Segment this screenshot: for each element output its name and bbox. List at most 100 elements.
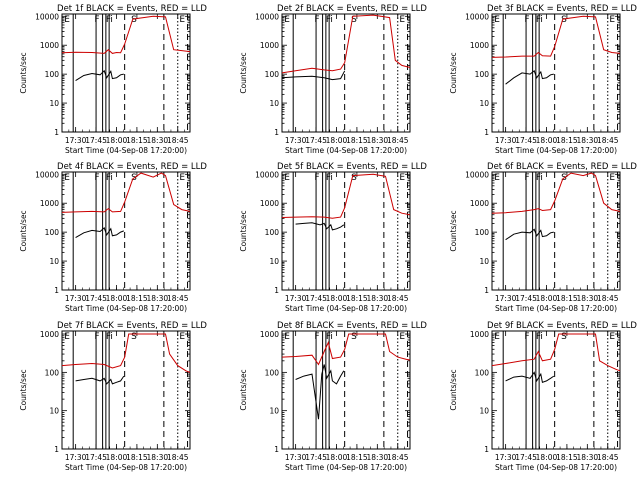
- y-tick-label: 10000: [35, 170, 59, 179]
- interval-marker-label: E: [609, 173, 615, 183]
- y-axis-label: Counts/sec: [19, 52, 28, 93]
- x-tick-label: 18:45: [597, 453, 619, 462]
- interval-marker-label: S: [351, 332, 357, 342]
- panel-title: Det 5f BLACK = Events, RED = LLD: [277, 162, 427, 172]
- x-tick-label: 18:00: [536, 453, 558, 462]
- interval-marker-label: S: [131, 15, 137, 25]
- x-tick-label: 17:45: [305, 136, 327, 145]
- interval-marker-label: E: [179, 173, 185, 183]
- lld-series-line: [61, 15, 191, 54]
- y-tick-label: 100: [45, 70, 60, 79]
- interval-marker-label: F: [314, 15, 319, 25]
- y-tick-label: 1000: [40, 330, 59, 339]
- interval-marker-label: E: [179, 332, 185, 342]
- events-series-line: [75, 227, 124, 239]
- x-tick-label: 17:30: [495, 453, 517, 462]
- detector-panel: Det 5f BLACK = Events, RED = LLD 1 10 100 10…: [239, 162, 427, 313]
- interval-marker-label: E: [399, 332, 405, 342]
- y-tick-label: 1000: [260, 330, 279, 339]
- interval-marker-label: E: [284, 15, 290, 25]
- x-tick-label: 18:00: [326, 453, 348, 462]
- x-tick-label: 17:45: [515, 294, 537, 303]
- plot-frame: [281, 171, 411, 291]
- interval-marker-label: Fi: [326, 15, 333, 25]
- x-tick-label: 18:45: [167, 294, 189, 303]
- x-tick-label: 18:00: [326, 294, 348, 303]
- lld-series-line: [491, 333, 621, 372]
- x-axis-label: Start Time (04-Sep-08 17:20:00): [65, 463, 187, 472]
- y-tick-label: 1000: [260, 41, 279, 50]
- interval-marker-label: E: [284, 173, 290, 183]
- y-tick-label: 100: [475, 368, 490, 377]
- interval-marker-label: S: [131, 332, 137, 342]
- events-series-line: [75, 375, 125, 385]
- interval-marker-label: Fi: [106, 15, 113, 25]
- events-series-line: [505, 371, 555, 383]
- x-tick-label: 17:45: [85, 453, 107, 462]
- x-tick-label: 17:30: [495, 136, 517, 145]
- x-axis-label: Start Time (04-Sep-08 17:20:00): [495, 463, 617, 472]
- y-tick-label: 1: [274, 128, 279, 137]
- plot-frame: [61, 171, 191, 291]
- y-tick-label: 100: [265, 70, 280, 79]
- x-axis-label: Start Time (04-Sep-08 17:20:00): [65, 146, 187, 155]
- y-tick-label: 1000: [40, 199, 59, 208]
- y-axis-label: Counts/sec: [239, 210, 248, 251]
- y-tick-label: 10: [49, 99, 59, 108]
- y-tick-label: 10000: [35, 12, 59, 21]
- panel-title: Det 2f BLACK = Events, RED = LLD: [277, 4, 427, 14]
- interval-marker-label: E: [609, 15, 615, 25]
- detector-panel: Det 7f BLACK = Events, RED = LLD 1 10 100 10…: [19, 321, 207, 472]
- x-tick-label: 17:30: [285, 294, 307, 303]
- x-tick-label: 18:15: [556, 453, 578, 462]
- x-tick-label: 17:30: [65, 453, 87, 462]
- x-tick-label: 18:00: [536, 136, 558, 145]
- y-tick-label: 1000: [470, 41, 489, 50]
- x-tick-label: 18:00: [106, 136, 128, 145]
- x-axis-label: Start Time (04-Sep-08 17:20:00): [285, 304, 407, 313]
- interval-marker-label: F: [524, 332, 529, 342]
- interval-marker-label: Fi: [326, 173, 333, 183]
- x-tick-label: 18:45: [597, 294, 619, 303]
- plot-frame: [61, 13, 191, 133]
- y-axis-label: Counts/sec: [19, 369, 28, 410]
- y-axis-label: Counts/sec: [449, 210, 458, 251]
- x-tick-label: 18:15: [126, 453, 148, 462]
- events-series-line: [295, 222, 345, 231]
- x-tick-label: 17:45: [515, 136, 537, 145]
- x-tick-label: 18:45: [387, 136, 409, 145]
- x-tick-label: 18:15: [346, 136, 368, 145]
- y-tick-label: 100: [265, 368, 280, 377]
- y-tick-label: 10: [269, 257, 279, 266]
- interval-marker-label: E: [494, 173, 500, 183]
- x-tick-label: 17:45: [305, 453, 327, 462]
- x-tick-label: 18:15: [126, 136, 148, 145]
- interval-marker-label: E: [64, 332, 70, 342]
- interval-marker-label: E: [494, 332, 500, 342]
- interval-marker-label: F: [524, 15, 529, 25]
- plot-frame: [281, 330, 411, 450]
- x-tick-label: 18:30: [577, 136, 599, 145]
- y-axis-label: Counts/sec: [239, 369, 248, 410]
- panel-title: Det 4f BLACK = Events, RED = LLD: [57, 162, 207, 172]
- panel-title: Det 8f BLACK = Events, RED = LLD: [277, 321, 427, 331]
- x-tick-label: 18:45: [167, 453, 189, 462]
- y-tick-label: 10: [269, 99, 279, 108]
- interval-marker-label: E: [64, 173, 70, 183]
- x-tick-label: 18:30: [577, 294, 599, 303]
- x-axis-label: Start Time (04-Sep-08 17:20:00): [285, 146, 407, 155]
- y-tick-label: 10: [479, 407, 489, 416]
- interval-marker-label: E: [64, 15, 70, 25]
- y-tick-label: 1: [54, 128, 59, 137]
- x-tick-label: 18:45: [387, 453, 409, 462]
- y-axis-label: Counts/sec: [449, 369, 458, 410]
- x-tick-label: 18:15: [556, 136, 578, 145]
- y-tick-label: 1000: [40, 41, 59, 50]
- interval-marker-label: F: [94, 332, 99, 342]
- x-tick-label: 17:30: [285, 453, 307, 462]
- y-tick-label: 100: [475, 70, 490, 79]
- interval-marker-label: S: [351, 15, 357, 25]
- x-tick-label: 17:30: [495, 294, 517, 303]
- x-tick-label: 18:15: [346, 294, 368, 303]
